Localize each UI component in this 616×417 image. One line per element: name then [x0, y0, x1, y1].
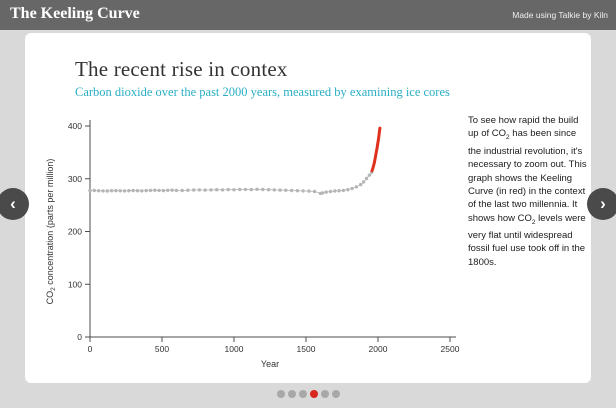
svg-text:200: 200 [68, 227, 82, 237]
slide-subtitle: Carbon dioxide over the past 2000 years,… [75, 85, 450, 99]
pagination-dot[interactable] [287, 390, 296, 398]
pagination-dot[interactable] [331, 390, 340, 398]
chevron-left-icon: ‹ [10, 194, 16, 213]
app-credit: Made using Talkie by Kiln [512, 10, 608, 20]
svg-text:2000: 2000 [369, 344, 388, 354]
pagination-dot[interactable] [320, 390, 329, 398]
pagination-dots [0, 390, 616, 400]
svg-text:500: 500 [155, 344, 169, 354]
svg-text:300: 300 [68, 174, 82, 184]
svg-text:100: 100 [68, 279, 82, 289]
desc-text-2: has been since the industrial revolution… [468, 128, 587, 224]
svg-text:400: 400 [68, 121, 82, 131]
pagination-dot-active[interactable] [309, 390, 318, 398]
app-header: The Keeling Curve Made using Talkie by K… [0, 0, 616, 30]
next-slide-button[interactable]: › [587, 188, 616, 220]
desc-text-1: To see how rapid the build up of CO [468, 115, 579, 140]
prev-slide-button[interactable]: ‹ [0, 188, 29, 220]
co2-chart-svg: 0 100 200 300 400 0 500 1000 1500 2000 2500 Year CO2… [45, 120, 460, 369]
pagination-dot[interactable] [298, 390, 307, 398]
svg-text:1500: 1500 [297, 344, 316, 354]
chevron-right-icon: › [600, 194, 606, 213]
slide-card: The recent rise in contex Carbon dioxide… [25, 33, 591, 383]
desc-text-3: levels were very flat until widespread f… [468, 212, 586, 268]
svg-text:2500: 2500 [441, 344, 460, 354]
svg-text:0: 0 [88, 344, 93, 354]
svg-text:1000: 1000 [225, 344, 244, 354]
pagination-dot[interactable] [276, 390, 285, 398]
co2-chart: 0 100 200 300 400 0 500 1000 1500 2000 2500 Year CO2… [42, 112, 467, 374]
svg-text:CO2 concentration (parts per m: CO2 concentration (parts per million) [45, 159, 57, 305]
desc-sub-1: 2 [506, 134, 510, 142]
slide-description: To see how rapid the build up of CO2 has… [468, 114, 588, 269]
bottom-strip [0, 408, 616, 417]
svg-text:Year: Year [261, 359, 279, 369]
desc-sub-2: 2 [531, 218, 536, 226]
app-title: The Keeling Curve [10, 5, 140, 22]
slide-title: The recent rise in contex [75, 57, 288, 81]
svg-text:0: 0 [77, 332, 82, 342]
